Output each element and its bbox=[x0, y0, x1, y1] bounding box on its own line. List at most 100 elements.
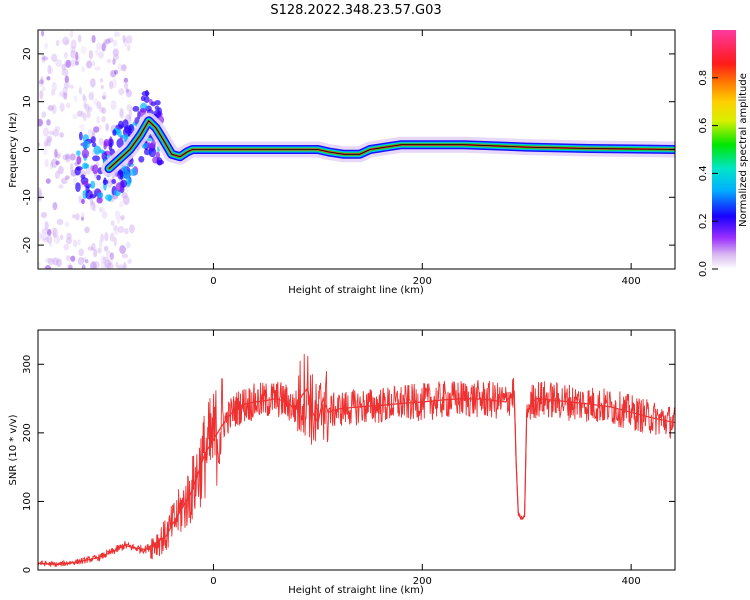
noise-speckle bbox=[121, 64, 126, 70]
noise-speckle bbox=[88, 92, 95, 101]
noise-speckle bbox=[113, 53, 120, 61]
noise-speckle bbox=[87, 246, 94, 251]
noise-speckle bbox=[62, 36, 70, 46]
energy-blob bbox=[115, 124, 124, 130]
noise-speckle bbox=[54, 148, 58, 158]
noise-speckle bbox=[93, 126, 100, 133]
noise-speckle bbox=[52, 129, 60, 137]
noise-speckle bbox=[85, 259, 89, 264]
noise-speckle bbox=[124, 228, 129, 235]
energy-blob bbox=[85, 189, 93, 200]
snr-trace bbox=[38, 353, 675, 567]
noise-speckle bbox=[123, 262, 127, 269]
noise-speckle bbox=[120, 64, 127, 72]
noise-speckle bbox=[125, 241, 131, 249]
energy-blob bbox=[140, 95, 146, 102]
energy-blob bbox=[92, 155, 101, 162]
noise-speckle bbox=[112, 48, 119, 57]
noise-speckle bbox=[45, 178, 51, 184]
noise-speckle bbox=[116, 217, 121, 224]
y-tick-label: 0 bbox=[22, 146, 33, 152]
noise-speckle bbox=[55, 39, 60, 47]
noise-speckle bbox=[70, 45, 76, 54]
figure-title: S128.2022.348.23.57.G03 bbox=[270, 3, 441, 18]
noise-speckle bbox=[69, 30, 74, 38]
noise-speckle bbox=[81, 264, 86, 269]
noise-speckle bbox=[66, 262, 73, 269]
noise-speckle bbox=[113, 31, 121, 38]
energy-blob bbox=[75, 182, 81, 193]
noise-speckle bbox=[64, 51, 68, 59]
noise-speckle bbox=[84, 226, 90, 234]
noise-speckle bbox=[92, 60, 96, 67]
noise-speckle bbox=[55, 151, 62, 156]
noise-speckle bbox=[61, 177, 68, 185]
noise-speckle bbox=[38, 187, 42, 197]
noise-speckle bbox=[56, 218, 64, 226]
noise-speckle bbox=[125, 89, 132, 98]
noise-speckle bbox=[70, 57, 75, 68]
energy-blob bbox=[103, 138, 110, 147]
energy-blob bbox=[150, 139, 156, 150]
noise-speckle bbox=[44, 158, 49, 168]
noise-speckle bbox=[101, 95, 106, 100]
noise-speckle bbox=[70, 59, 78, 67]
noise-speckle bbox=[78, 248, 85, 257]
noise-speckle bbox=[63, 92, 68, 100]
energy-blob bbox=[126, 181, 131, 187]
colorbar-tick-label: 0.2 bbox=[698, 213, 709, 229]
energy-blob bbox=[96, 174, 101, 181]
energy-blob bbox=[112, 129, 117, 136]
snr-axes-frame bbox=[37, 329, 676, 571]
noise-speckle bbox=[48, 130, 55, 136]
noise-speckle bbox=[52, 202, 58, 211]
noise-speckle bbox=[46, 119, 51, 126]
noise-speckle bbox=[96, 101, 102, 110]
colorbar-tick-label: 0.8 bbox=[698, 70, 709, 86]
energy-blob bbox=[76, 155, 82, 165]
x-tick-label: 400 bbox=[622, 276, 641, 287]
energy-blob bbox=[145, 89, 149, 97]
noise-speckle bbox=[82, 93, 86, 102]
energy-blob bbox=[121, 165, 128, 173]
energy-blob bbox=[129, 168, 137, 177]
noise-speckle bbox=[129, 224, 135, 234]
noise-speckle bbox=[102, 41, 107, 49]
noise-speckle bbox=[38, 118, 44, 127]
noise-speckle bbox=[51, 158, 58, 168]
noise-speckle bbox=[59, 102, 65, 112]
noise-speckle bbox=[77, 34, 82, 43]
noise-speckle bbox=[120, 108, 125, 119]
noise-speckle bbox=[52, 227, 58, 238]
y-tick-label: 0 bbox=[22, 567, 33, 573]
noise-speckle bbox=[44, 42, 49, 50]
noise-speckle bbox=[121, 253, 129, 259]
noise-speckle bbox=[56, 258, 62, 268]
noise-speckle bbox=[123, 38, 128, 48]
noise-speckle bbox=[70, 50, 77, 59]
noise-speckle bbox=[42, 127, 49, 137]
noise-speckle bbox=[91, 34, 96, 44]
noise-speckle bbox=[65, 255, 72, 262]
noise-speckle bbox=[101, 211, 108, 219]
noise-speckle bbox=[125, 35, 133, 44]
energy-blob bbox=[96, 196, 103, 204]
noise-speckle bbox=[89, 78, 96, 88]
noise-speckle bbox=[78, 195, 82, 204]
energy-blob bbox=[78, 131, 83, 141]
noise-speckle bbox=[65, 102, 71, 109]
noise-speckle bbox=[92, 261, 100, 269]
noise-speckle bbox=[72, 214, 76, 219]
noise-speckle bbox=[91, 130, 96, 136]
noise-speckle bbox=[64, 75, 69, 84]
noise-speckle bbox=[69, 162, 74, 173]
noise-speckle bbox=[41, 86, 46, 92]
noise-speckle bbox=[42, 147, 48, 156]
noise-speckle bbox=[72, 239, 78, 248]
noise-speckle bbox=[104, 259, 112, 269]
noise-speckle bbox=[85, 167, 91, 175]
noise-speckle bbox=[105, 249, 112, 258]
noise-speckle bbox=[109, 252, 114, 260]
noise-speckle bbox=[90, 201, 96, 211]
noise-speckle bbox=[86, 111, 91, 119]
